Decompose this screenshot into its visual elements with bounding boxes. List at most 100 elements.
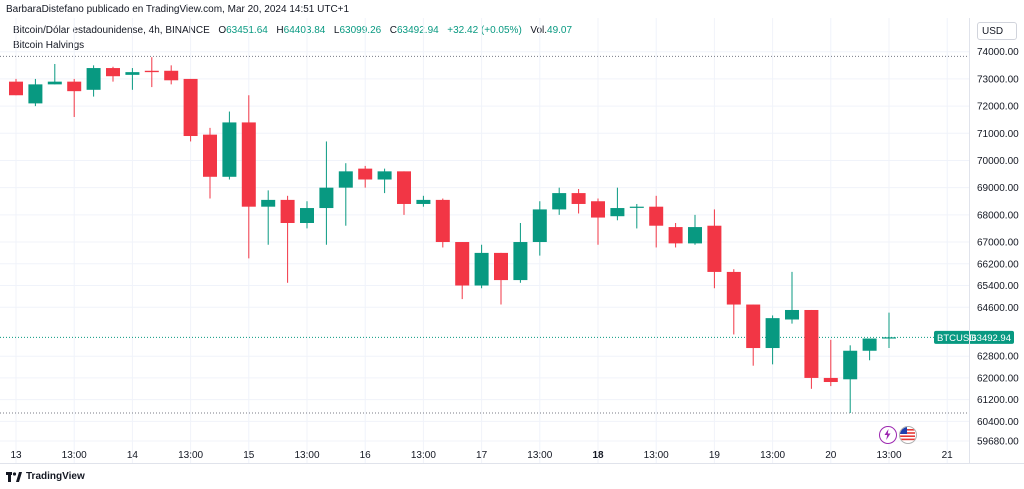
time-axis-separator xyxy=(0,463,1024,464)
price-tick-label: 60400.00 xyxy=(977,417,1019,428)
time-tick-label: 13:00 xyxy=(644,450,669,461)
candle xyxy=(203,127,217,199)
candle xyxy=(532,201,547,256)
candle-body xyxy=(397,171,411,204)
price-tick-label: 73000.00 xyxy=(977,74,1019,85)
lightning-icon xyxy=(884,429,891,440)
price-tick-label: 67000.00 xyxy=(977,238,1019,249)
low-value: 63099.26 xyxy=(339,25,382,36)
candle-body xyxy=(300,208,314,223)
price-tick-label: 66200.00 xyxy=(977,259,1019,270)
candle xyxy=(222,111,237,180)
candle xyxy=(28,78,43,107)
high-label: H xyxy=(276,25,284,36)
candle-body xyxy=(377,171,392,180)
symbol-name[interactable]: Bitcoin/Dólar estadounidense, 4h, BINANC… xyxy=(13,25,210,36)
price-axis: 74000.00 73000.00 72000.00 71000.00 70000.00… xyxy=(977,47,1019,447)
candle-body xyxy=(746,304,761,349)
candle-body xyxy=(183,78,198,137)
candle-body xyxy=(610,208,625,217)
candle-body xyxy=(47,81,62,85)
candle-body xyxy=(688,227,702,244)
candle xyxy=(785,271,799,324)
tradingview-brand[interactable]: TradingView xyxy=(6,471,85,482)
halving-event-icon[interactable] xyxy=(879,426,897,444)
time-tick-label: 13:00 xyxy=(527,450,552,461)
candle xyxy=(765,315,780,365)
time-tick-label: 18 xyxy=(592,450,604,461)
candle xyxy=(106,66,120,82)
price-tick-label: 72000.00 xyxy=(977,102,1019,113)
candle xyxy=(455,242,470,300)
symbol-legend: Bitcoin/Dólar estadounidense, 4h, BINANC… xyxy=(13,25,572,36)
candle-body xyxy=(707,225,722,272)
close-value: 63492.94 xyxy=(397,25,439,36)
price-tag-value: 63492.94 xyxy=(971,333,1011,344)
price-tick-label: 69000.00 xyxy=(977,183,1019,194)
candle-body xyxy=(106,68,120,77)
time-tick-label: 13 xyxy=(10,450,22,461)
candle-body xyxy=(843,350,858,380)
candle xyxy=(862,338,877,361)
candle xyxy=(668,222,683,248)
candle-body xyxy=(203,134,217,177)
price-tick-label: 62000.00 xyxy=(977,373,1019,384)
candles xyxy=(9,57,896,414)
currency-button[interactable]: USD xyxy=(977,22,1017,40)
candle xyxy=(435,198,450,248)
candle-body xyxy=(474,252,489,286)
candle xyxy=(300,201,314,229)
tradingview-logo-icon xyxy=(6,471,22,482)
candle-body xyxy=(532,209,547,243)
volume-value: 49.07 xyxy=(547,25,573,36)
grid-lines xyxy=(0,18,969,463)
candle-body xyxy=(494,252,508,281)
price-tick-label: 68000.00 xyxy=(977,210,1019,221)
candle xyxy=(629,203,644,229)
time-tick-label: 19 xyxy=(709,450,721,461)
price-tick-label: 64600.00 xyxy=(977,303,1019,314)
candle xyxy=(144,57,159,88)
candle xyxy=(416,195,431,207)
indicator-legend[interactable]: Bitcoin Halvings xyxy=(13,40,85,51)
candle-body xyxy=(280,199,295,223)
candle xyxy=(823,339,838,387)
candle-body xyxy=(668,227,683,244)
candle-body xyxy=(862,338,877,351)
candle-body xyxy=(629,206,644,208)
candle-body xyxy=(319,187,334,209)
candle-body xyxy=(513,242,528,281)
candle-body xyxy=(222,122,237,177)
candle xyxy=(746,304,761,366)
candle xyxy=(397,171,411,215)
candle xyxy=(241,95,256,259)
low-label: L xyxy=(333,25,340,36)
candle-body xyxy=(785,309,799,320)
candle-body xyxy=(67,81,82,92)
candle xyxy=(707,209,722,289)
price-tick-label: 71000.00 xyxy=(977,129,1019,140)
candle-body xyxy=(455,242,470,286)
candle xyxy=(474,244,489,289)
close-label: C xyxy=(389,25,397,36)
candle xyxy=(164,65,179,85)
time-axis: 13 13:00 14 13:00 15 13:00 16 13:00 17 13:00 18 13:… xyxy=(10,450,953,461)
time-tick-label: 14 xyxy=(127,450,139,461)
candle-body xyxy=(241,122,256,207)
time-tick-label: 16 xyxy=(360,450,372,461)
price-axis-separator xyxy=(969,18,970,463)
time-tick-label: 13:00 xyxy=(876,450,901,461)
economic-event-flag-icon[interactable] xyxy=(899,426,917,444)
candle xyxy=(843,345,858,414)
candle-body xyxy=(591,201,605,218)
candle xyxy=(338,163,353,226)
candle xyxy=(183,78,198,142)
candle-body xyxy=(261,199,276,207)
candle xyxy=(319,141,334,245)
volume-label: Vol. xyxy=(530,25,548,36)
candle-body xyxy=(823,377,838,383)
candle-body xyxy=(86,68,101,90)
brand-name: TradingView xyxy=(26,471,85,482)
